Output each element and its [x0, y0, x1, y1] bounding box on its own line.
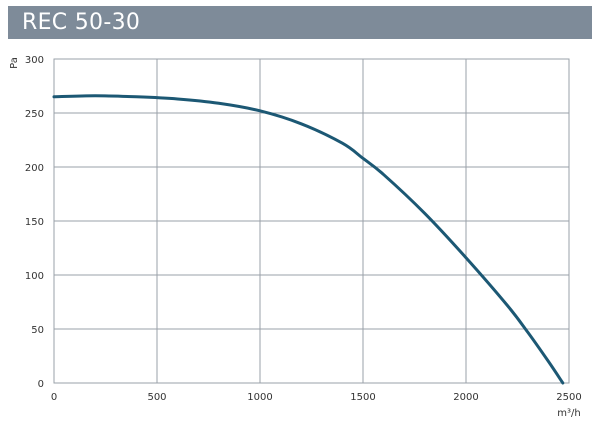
y-tick-label: 250 — [25, 109, 44, 120]
x-tick-label: 0 — [51, 392, 57, 403]
x-tick-label: 2500 — [556, 392, 581, 403]
x-tick-label: 1500 — [350, 392, 375, 403]
y-tick-label: 150 — [25, 217, 44, 228]
fan-curve-line — [52, 94, 565, 385]
grid-lines — [53, 58, 570, 384]
y-tick-label: 200 — [25, 163, 44, 174]
y-tick-label: 100 — [25, 271, 44, 282]
chart-title: REC 50-30 — [22, 10, 141, 35]
y-tick-label: 50 — [31, 325, 44, 336]
y-tick-label: 300 — [25, 55, 44, 66]
x-tick-label: 2000 — [453, 392, 478, 403]
x-tick-label: 500 — [147, 392, 166, 403]
y-axis-label: Pa — [9, 57, 20, 69]
chart-title-bar: REC 50-30 — [8, 6, 592, 39]
tick-labels: 0 500 1000 1500 2000 2500 0 50 100 150 200 250 300 — [25, 55, 582, 403]
x-axis-label: m³/h — [557, 408, 580, 419]
y-tick-label: 0 — [38, 379, 44, 390]
x-tick-label: 1000 — [247, 392, 272, 403]
